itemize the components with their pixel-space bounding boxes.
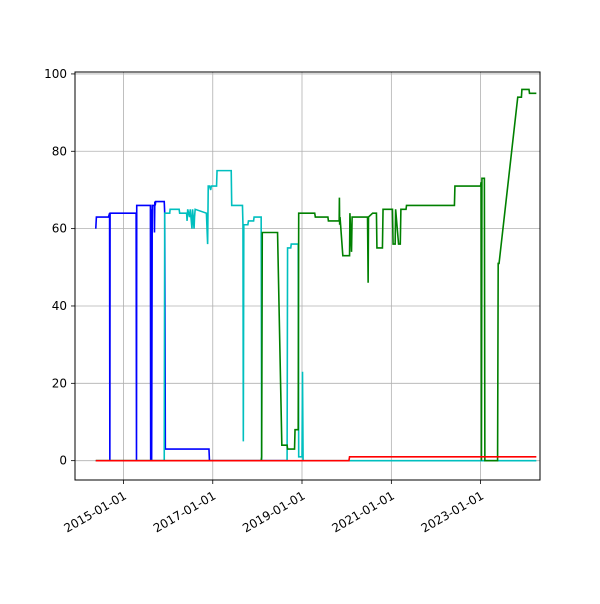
- y-tick-label: 100: [44, 67, 67, 81]
- y-tick-label: 20: [52, 376, 67, 390]
- y-tick-label: 40: [52, 299, 67, 313]
- series-line-3: [95, 88, 537, 462]
- y-tick-label: 80: [52, 144, 67, 158]
- series-layer: [94, 88, 537, 462]
- series-line-2: [95, 169, 537, 462]
- y-tick-label: 0: [59, 454, 67, 468]
- series-line-4: [95, 455, 537, 462]
- y-tick-label: 60: [52, 222, 67, 236]
- y-axis: 0 20 40 60 80 100: [44, 67, 75, 468]
- plot-frame: [74, 71, 541, 481]
